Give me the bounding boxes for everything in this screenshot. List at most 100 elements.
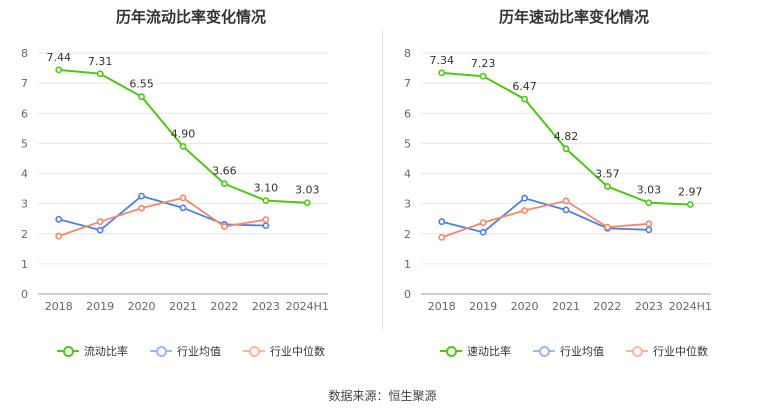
- series-line: [441, 199, 649, 239]
- data-label: 3.03: [295, 184, 320, 197]
- legend-item-quick-ratio[interactable]: 速动比率: [440, 343, 511, 359]
- legend-item-industry-median[interactable]: 行业中位数: [243, 343, 325, 359]
- legend-item-current-ratio[interactable]: 流动比率: [57, 343, 128, 359]
- legend-label: 行业均值: [177, 345, 221, 358]
- legend-label: 流动比率: [84, 345, 128, 358]
- y-tick-label: 6: [21, 107, 28, 120]
- y-tick-label: 5: [404, 137, 411, 150]
- data-point: [221, 180, 228, 188]
- legend-label: 行业中位数: [270, 345, 325, 358]
- data-point: [645, 220, 653, 228]
- data-point: [645, 199, 653, 207]
- chart-title: 历年速动比率变化情况: [498, 8, 649, 26]
- y-tick-label: 7: [404, 77, 411, 90]
- data-point: [262, 197, 270, 205]
- legend-item-industry-average[interactable]: 行业均值: [533, 343, 604, 359]
- data-label: 7.34: [429, 54, 454, 67]
- y-tick-label: 8: [21, 47, 28, 60]
- x-tick-label: 2018: [428, 300, 456, 313]
- y-tick-label: 2: [21, 228, 28, 241]
- data-label: 7.44: [46, 51, 71, 64]
- data-point: [479, 72, 487, 80]
- data-label: 6.55: [129, 78, 154, 91]
- legend-line-icon: [243, 345, 265, 357]
- legend-line-icon: [626, 345, 648, 357]
- data-point: [604, 183, 611, 190]
- data-point: [521, 194, 528, 202]
- x-tick-label: 2024H1: [286, 300, 329, 313]
- y-tick-label: 8: [404, 47, 411, 60]
- data-label: 3.03: [637, 184, 662, 197]
- y-tick-label: 2: [404, 228, 411, 241]
- x-tick-label: 2018: [45, 300, 73, 313]
- quick-ratio-chart: 0 1 2 3 4 5 6 7 8 2018 2019 2020 2021 2022 2023 2024H1 7…: [404, 47, 712, 313]
- data-point: [686, 201, 694, 208]
- legend-item-industry-median[interactable]: 行业中位数: [626, 343, 708, 359]
- data-point: [179, 194, 187, 202]
- x-tick-label: 2019: [86, 300, 114, 313]
- current-ratio-chart-panel: 历年流动比率变化情况 0 1 2 3 4 5 6 7 8 2018 2019 2020 2021 2022…: [0, 0, 382, 380]
- x-tick-label: 2022: [210, 300, 238, 313]
- data-label: 7.23: [471, 57, 496, 70]
- data-point: [138, 204, 145, 212]
- x-tick-label: 2022: [593, 300, 621, 313]
- data-point: [96, 226, 104, 234]
- data-point: [438, 218, 446, 226]
- data-point: [96, 70, 104, 78]
- x-tick-label: 2024H1: [669, 300, 712, 313]
- x-tick-label: 2020: [128, 300, 156, 313]
- data-point: [262, 216, 270, 223]
- data-point: [521, 207, 528, 214]
- data-point: [179, 142, 187, 150]
- legend-label: 速动比率: [467, 345, 511, 358]
- legend-item-industry-average[interactable]: 行业均值: [150, 343, 221, 359]
- y-tick-label: 5: [21, 137, 28, 150]
- x-tick-label: 2019: [469, 300, 497, 313]
- data-point: [55, 232, 63, 240]
- data-label: 3.10: [254, 182, 279, 195]
- data-point: [221, 223, 228, 230]
- legend: 速动比率 行业均值 行业中位数: [383, 343, 765, 359]
- data-source: 数据来源：恒生聚源: [328, 389, 437, 403]
- chart-title: 历年流动比率变化情况: [115, 8, 266, 26]
- data-label: 4.90: [171, 127, 196, 140]
- data-label: 6.47: [512, 80, 537, 93]
- data-point: [645, 226, 653, 234]
- y-tick-label: 7: [21, 77, 28, 90]
- data-point: [96, 218, 104, 226]
- y-tick-label: 4: [404, 168, 411, 181]
- data-point: [562, 206, 570, 214]
- data-point: [138, 93, 145, 101]
- y-tick-label: 1: [404, 258, 411, 271]
- data-point: [438, 233, 446, 241]
- data-label: 7.31: [88, 55, 113, 68]
- legend-line-icon: [440, 345, 462, 357]
- y-tick-label: 0: [404, 288, 411, 301]
- x-tick-label: 2021: [169, 300, 197, 313]
- data-point: [179, 204, 187, 212]
- legend: 流动比率 行业均值 行业中位数: [0, 343, 382, 359]
- data-point: [521, 95, 528, 103]
- data-label: 4.82: [554, 130, 579, 143]
- x-tick-label: 2023: [252, 300, 280, 313]
- quick-ratio-chart-panel: 历年速动比率变化情况 0 1 2 3 4 5 6 7 8 2018 2019 2020 2021 2022…: [383, 0, 765, 380]
- x-tick-label: 2023: [635, 300, 663, 313]
- data-point: [438, 69, 446, 77]
- current-ratio-chart: 0 1 2 3 4 5 6 7 8 2018 2019 2020 2021 2022 2023 2024H1 7…: [21, 47, 329, 313]
- data-point: [479, 219, 487, 227]
- legend-line-icon: [57, 345, 79, 357]
- y-tick-label: 0: [21, 288, 28, 301]
- data-point: [604, 223, 611, 231]
- data-point: [262, 222, 270, 230]
- legend-line-icon: [533, 345, 555, 357]
- data-point: [55, 215, 63, 223]
- legend-line-icon: [150, 345, 172, 357]
- legend-label: 行业均值: [560, 345, 604, 358]
- data-label: 3.57: [595, 167, 620, 180]
- data-label: 2.97: [678, 186, 703, 199]
- y-tick-label: 6: [404, 107, 411, 120]
- data-point: [562, 145, 570, 153]
- x-tick-label: 2020: [511, 300, 539, 313]
- series-line: [441, 197, 649, 234]
- data-point: [479, 228, 487, 236]
